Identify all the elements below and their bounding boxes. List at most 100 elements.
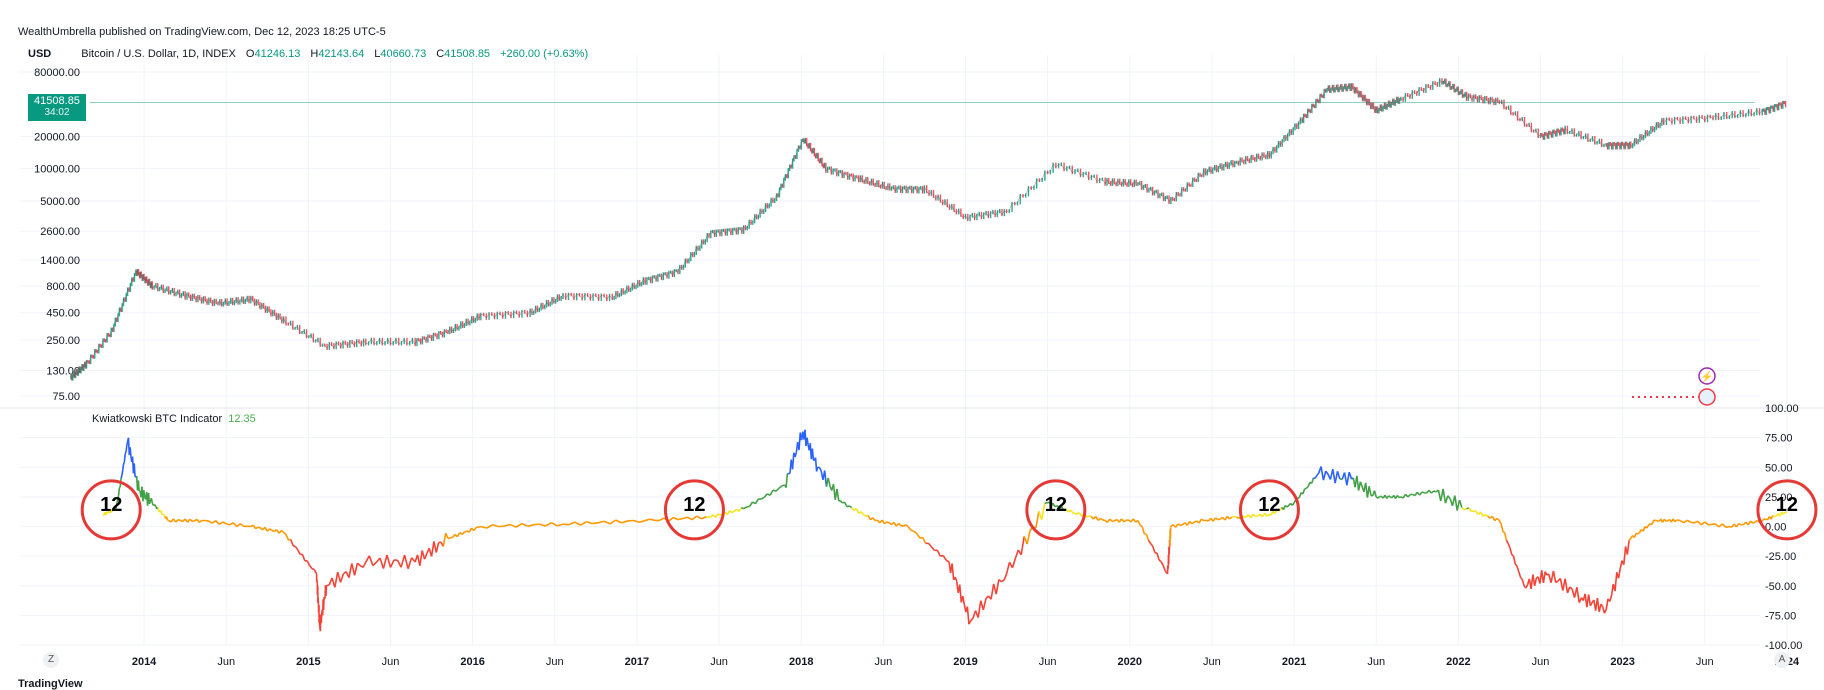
price-tick-label: 250.00 [46, 335, 80, 347]
indicator-segment [1458, 499, 1463, 508]
indicator-segment [1145, 533, 1150, 541]
indicator-segment [1001, 579, 1005, 583]
indicator-segment [153, 504, 157, 507]
indicator-tick-label: 100.00 [1765, 403, 1799, 415]
indicator-segment [1291, 502, 1295, 506]
timezone-button[interactable]: Z [43, 652, 59, 668]
indicator-segment [701, 516, 707, 520]
indicator-segment [280, 529, 285, 534]
indicator-segment [1647, 523, 1651, 526]
indicator-segment [855, 508, 860, 514]
indicator-segment [117, 487, 121, 496]
indicator-segment [848, 505, 853, 509]
currency-label: USD [28, 48, 52, 60]
indicator-segment [1407, 494, 1411, 498]
indicator-segment [682, 516, 688, 520]
indicator-segment [433, 541, 438, 553]
indicator-segment [435, 542, 440, 553]
indicator-segment [818, 467, 822, 472]
indicator-segment [1725, 525, 1730, 529]
indicator-segment [772, 489, 777, 492]
indicator-segment [1162, 565, 1167, 572]
indicator-segment [211, 519, 217, 524]
indicator-segment [129, 447, 132, 457]
indicator-segment [1377, 495, 1381, 499]
indicator-segment [936, 549, 941, 557]
indicator-segment [1003, 573, 1008, 581]
low-value: L40660.73 [374, 48, 427, 60]
indicator-segment [117, 494, 120, 500]
indicator-segment [1257, 513, 1261, 517]
indicator-segment [907, 526, 912, 531]
indicator-segment [1714, 523, 1720, 528]
indicator-segment [1533, 577, 1538, 587]
indicator-segment [1614, 572, 1618, 592]
indicator-segment [1502, 530, 1506, 534]
indicator-segment [1512, 555, 1517, 565]
indicator-segment [842, 501, 845, 504]
indicator-segment [121, 464, 125, 471]
indicator-segment [255, 526, 259, 530]
indicator-segment [1158, 559, 1162, 563]
indicator-segment [958, 584, 963, 603]
indicator-segment [403, 554, 409, 569]
indicator-segment [791, 452, 795, 470]
indicator-segment [1656, 519, 1660, 523]
price-tick-label: 5000.00 [40, 196, 80, 208]
indicator-segment [196, 518, 200, 523]
indicator-legend[interactable]: Kwiatkowski BTC Indicator 12.35 [92, 413, 256, 425]
price-tick-label: 75.00 [52, 391, 80, 403]
indicator-segment [1576, 587, 1581, 603]
indicator-segment [194, 518, 198, 522]
indicator-segment [806, 437, 809, 445]
indicator-segment [1054, 505, 1057, 508]
annotation-circle [80, 479, 142, 541]
indicator-segment [1444, 495, 1449, 504]
price-series [69, 78, 1787, 381]
indicator-segment [1152, 545, 1156, 553]
indicator-segment [609, 519, 617, 525]
indicator-segment [1653, 519, 1656, 522]
indicator-segment [480, 525, 487, 529]
indicator-segment [1348, 471, 1353, 480]
indicator-segment [748, 501, 754, 507]
indicator-segment [1160, 561, 1165, 567]
auto-scale-button[interactable]: A [1774, 652, 1790, 668]
symbol-title[interactable]: Bitcoin / U.S. Dollar, 1D, INDEX [81, 48, 236, 60]
indicator-segment [1325, 470, 1329, 475]
indicator-segment [966, 606, 970, 625]
indicator-segment [382, 554, 388, 569]
indicator-segment [266, 528, 271, 532]
indicator-segment [1496, 517, 1500, 522]
indicator-segment [1273, 509, 1278, 515]
indicator-segment [827, 477, 831, 487]
indicator-segment [232, 522, 238, 528]
indicator-segment [1555, 580, 1559, 584]
indicator-segment [1421, 491, 1425, 494]
indicator-segment [1334, 471, 1339, 484]
indicator-segment [556, 523, 564, 527]
us-flag-icon [1698, 388, 1716, 406]
indicator-segment [1100, 517, 1104, 521]
indicator-segment [1236, 516, 1240, 520]
indicator-segment [1336, 471, 1341, 480]
indicator-tick-label: 50.00 [1765, 462, 1793, 474]
indicator-segment [326, 584, 330, 587]
indicator-segment [161, 512, 164, 516]
indicator-segment [379, 557, 385, 569]
indicator-segment [1752, 521, 1756, 524]
indicator-segment [731, 510, 735, 514]
indicator-segment [597, 520, 605, 524]
indicator-segment [862, 513, 867, 517]
indicator-segment [1782, 511, 1786, 515]
indicator-segment [1109, 518, 1113, 522]
indicator-segment [269, 528, 273, 532]
indicator-segment [1120, 518, 1125, 523]
price-tick-label: 10000.00 [34, 164, 80, 176]
indicator-segment [1603, 609, 1607, 614]
indicator-segment [1040, 502, 1046, 520]
time-tick-label: Jun [1532, 656, 1550, 668]
indicator-segment [843, 501, 848, 508]
indicator-series [102, 429, 1788, 632]
